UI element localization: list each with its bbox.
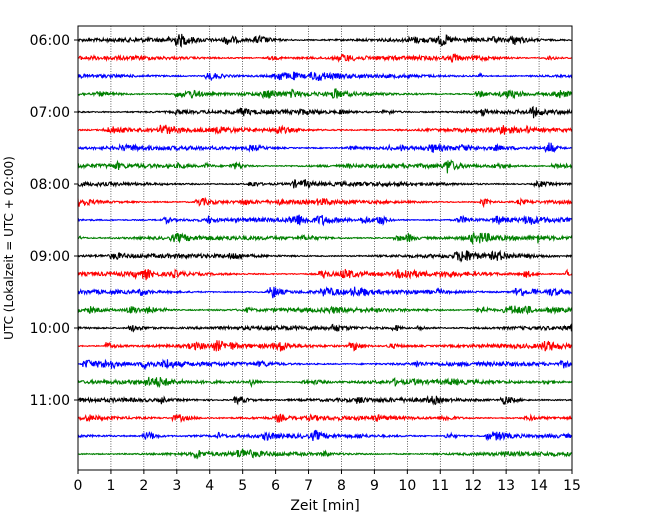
y-tick-label: 11:00	[30, 393, 70, 409]
x-tick-label: 15	[563, 478, 581, 494]
trace-line	[77, 179, 573, 189]
seismic-traces	[77, 33, 573, 460]
trace-line	[77, 124, 573, 135]
plot-frame	[77, 25, 573, 471]
x-tick-label: 4	[205, 478, 214, 494]
trace-line	[77, 71, 573, 82]
x-tick-label: 1	[106, 478, 115, 494]
x-tick-label: 3	[172, 478, 181, 494]
x-tick-label: 11	[431, 478, 449, 494]
x-tick-label: 5	[238, 478, 247, 494]
y-tick-label: 07:00	[30, 105, 70, 121]
trace-line	[77, 305, 573, 316]
grid-lines	[110, 26, 540, 470]
trace-line	[77, 429, 573, 442]
x-tick-label: 0	[74, 478, 83, 494]
trace-line	[77, 340, 573, 352]
trace-line	[77, 33, 573, 48]
x-tick-label: 10	[398, 478, 416, 494]
x-axis-ticks: 0 1 2 3 4 5 6 7 8 9 10 11 12 13 14 15	[74, 470, 581, 494]
y-tick-label: 08:00	[30, 177, 70, 193]
trace-line	[77, 323, 573, 333]
trace-line	[77, 285, 573, 299]
y-axis-label: UTC (Lokalzeit = UTC + 02:00)	[2, 156, 16, 340]
x-tick-label: 14	[530, 478, 548, 494]
x-tick-label: 7	[304, 478, 313, 494]
trace-line	[77, 88, 573, 100]
trace-line	[77, 395, 573, 406]
x-tick-label: 9	[370, 478, 379, 494]
y-tick-label: 06:00	[30, 33, 70, 49]
x-tick-label: 8	[337, 478, 346, 494]
x-tick-label: 12	[464, 478, 482, 494]
trace-line	[77, 105, 573, 119]
y-tick-label: 10:00	[30, 321, 70, 337]
trace-line	[77, 376, 573, 389]
trace-line	[77, 232, 573, 246]
x-tick-label: 2	[139, 478, 148, 494]
y-axis-ticks: 06:00 07:00 08:00 09:00 10:00 11:00	[30, 33, 78, 409]
x-tick-label: 6	[271, 478, 280, 494]
x-tick-label: 13	[497, 478, 515, 494]
trace-line	[77, 249, 573, 263]
trace-line	[77, 196, 573, 209]
trace-line	[77, 142, 573, 154]
trace-line	[77, 53, 573, 63]
trace-line	[77, 268, 573, 281]
trace-line	[77, 214, 573, 227]
trace-line	[77, 448, 573, 460]
trace-line	[77, 358, 573, 371]
y-tick-label: 09:00	[30, 249, 70, 265]
x-axis-label: Zeit [min]	[290, 498, 359, 514]
trace-line	[77, 413, 573, 423]
trace-line	[77, 158, 573, 174]
